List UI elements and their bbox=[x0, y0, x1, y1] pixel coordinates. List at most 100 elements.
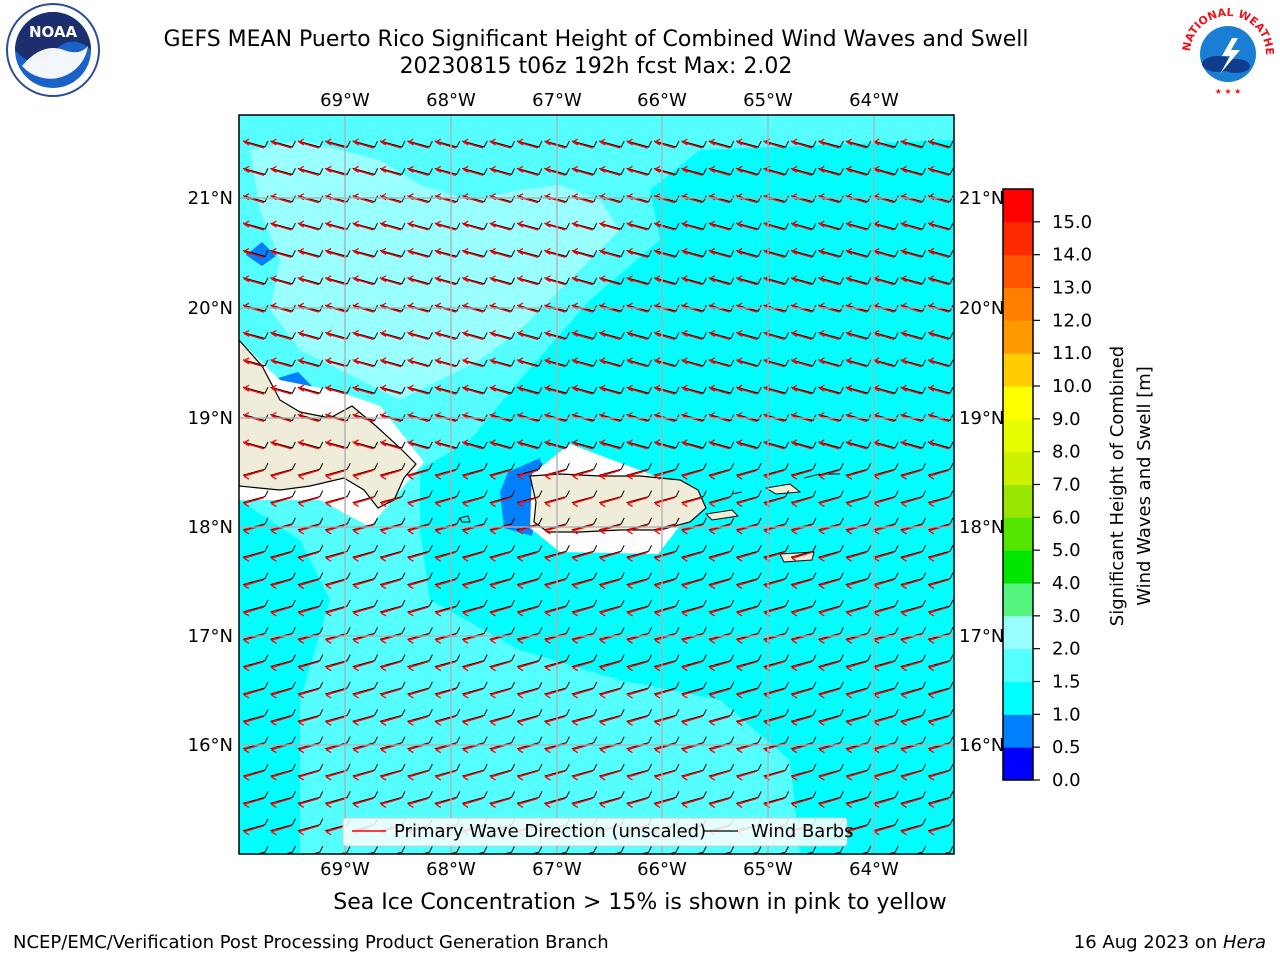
wind-barb bbox=[681, 462, 707, 476]
wave-direction-arrow bbox=[901, 551, 922, 562]
wave-direction-arrow bbox=[873, 825, 895, 836]
wind-barb bbox=[708, 517, 735, 531]
wave-direction-arrow bbox=[325, 661, 347, 672]
wave-direction-arrow bbox=[654, 384, 676, 395]
wind-barb bbox=[626, 222, 653, 230]
wave-direction-arrow bbox=[901, 797, 922, 808]
wave-direction-arrow bbox=[517, 165, 539, 176]
wave-direction-arrow bbox=[928, 578, 950, 590]
wind-barb bbox=[790, 386, 817, 394]
wind-barb bbox=[886, 845, 899, 854]
wind-barb bbox=[434, 627, 461, 640]
wind-barb bbox=[571, 654, 598, 668]
wind-barb bbox=[379, 791, 406, 804]
wave-direction-arrow bbox=[435, 524, 456, 535]
wind-barb bbox=[818, 331, 844, 340]
wave-direction-arrow bbox=[435, 551, 456, 562]
wave-direction-arrow bbox=[380, 138, 402, 149]
colorbar-segment bbox=[1003, 747, 1033, 781]
wind-barb bbox=[270, 599, 296, 613]
wind-barb bbox=[544, 654, 570, 668]
wind-barb bbox=[462, 599, 488, 613]
wind-barb bbox=[749, 845, 762, 854]
wave-direction-arrow bbox=[627, 329, 648, 341]
wave-direction-arrow bbox=[599, 688, 621, 699]
wave-direction-arrow bbox=[819, 469, 840, 480]
wind-barb bbox=[873, 654, 899, 668]
wind-barb bbox=[584, 845, 598, 854]
wave-direction-arrow bbox=[791, 797, 813, 808]
wind-barb bbox=[407, 572, 433, 586]
wind-barb bbox=[845, 249, 872, 257]
wave-direction-arrow bbox=[709, 384, 730, 395]
wave-direction-arrow bbox=[353, 384, 374, 395]
wind-barb bbox=[434, 386, 461, 394]
wind-barb bbox=[407, 736, 433, 750]
wave-direction-arrow bbox=[353, 797, 374, 808]
svg-text:67°W: 67°W bbox=[532, 859, 582, 880]
wave-direction-arrow bbox=[545, 715, 566, 726]
wave-direction-arrow bbox=[819, 715, 840, 726]
wind-barb bbox=[818, 517, 844, 531]
wind-barb bbox=[544, 545, 570, 558]
wave-direction-arrow bbox=[408, 247, 429, 259]
wave-direction-arrow bbox=[325, 247, 347, 259]
wave-direction-arrow bbox=[901, 439, 922, 450]
wind-barb bbox=[352, 791, 379, 804]
wave-direction-arrow bbox=[490, 329, 511, 341]
wave-direction-arrow bbox=[572, 138, 593, 149]
wind-barb bbox=[489, 572, 516, 586]
wind-barb bbox=[681, 386, 707, 394]
wave-direction-arrow bbox=[819, 551, 840, 562]
wave-direction-arrow bbox=[435, 661, 456, 672]
colorbar-tick-label: 3.0 bbox=[1052, 606, 1081, 627]
wave-direction-arrow bbox=[682, 469, 703, 480]
wave-direction-arrow bbox=[243, 357, 265, 368]
wave-direction-arrow bbox=[435, 688, 456, 699]
wind-barb bbox=[379, 386, 406, 394]
wave-direction-arrow bbox=[325, 439, 347, 450]
wave-direction-arrow bbox=[298, 606, 319, 617]
wave-direction-arrow bbox=[490, 524, 511, 535]
wave-direction-arrow bbox=[627, 661, 648, 672]
wave-direction-arrow bbox=[736, 797, 758, 808]
wind-barb bbox=[873, 791, 899, 804]
wind-barb bbox=[297, 627, 324, 640]
wind-barb bbox=[407, 304, 433, 312]
wind-barb bbox=[242, 359, 269, 367]
wind-barb bbox=[873, 331, 899, 340]
wave-direction-arrow bbox=[682, 606, 703, 617]
wind-barb bbox=[708, 414, 735, 422]
wind-barb bbox=[297, 709, 324, 722]
wind-barb bbox=[845, 277, 872, 285]
wind-barb bbox=[599, 359, 625, 367]
colorbar-tick-label: 4.0 bbox=[1052, 573, 1081, 594]
wave-direction-arrow bbox=[709, 606, 730, 617]
wave-direction-arrow bbox=[819, 770, 840, 781]
wave-direction-arrow bbox=[846, 661, 867, 672]
wind-barb bbox=[845, 709, 872, 722]
wind-barb bbox=[913, 845, 927, 854]
wave-direction-arrow bbox=[627, 797, 648, 808]
wave-direction-arrow bbox=[846, 715, 867, 726]
wind-barb bbox=[708, 140, 735, 148]
wind-barb bbox=[489, 277, 516, 285]
wind-barb bbox=[873, 140, 899, 148]
wave-direction-arrow bbox=[243, 220, 265, 231]
wave-direction-arrow bbox=[462, 661, 484, 672]
wave-direction-arrow bbox=[682, 247, 703, 259]
wind-barb bbox=[352, 627, 379, 640]
wind-barb bbox=[626, 736, 653, 750]
wave-direction-arrow bbox=[325, 688, 347, 699]
wind-barb bbox=[708, 462, 735, 476]
wave-direction-arrow bbox=[298, 551, 319, 562]
wave-direction-arrow bbox=[271, 661, 292, 672]
wind-barb bbox=[297, 277, 324, 285]
wind-barb bbox=[708, 441, 735, 449]
wind-barb bbox=[571, 763, 598, 777]
wind-barb bbox=[352, 654, 379, 668]
wind-barb bbox=[489, 490, 516, 504]
wind-barb bbox=[599, 277, 625, 285]
wind-barb bbox=[845, 517, 872, 531]
wave-direction-arrow bbox=[654, 220, 676, 231]
